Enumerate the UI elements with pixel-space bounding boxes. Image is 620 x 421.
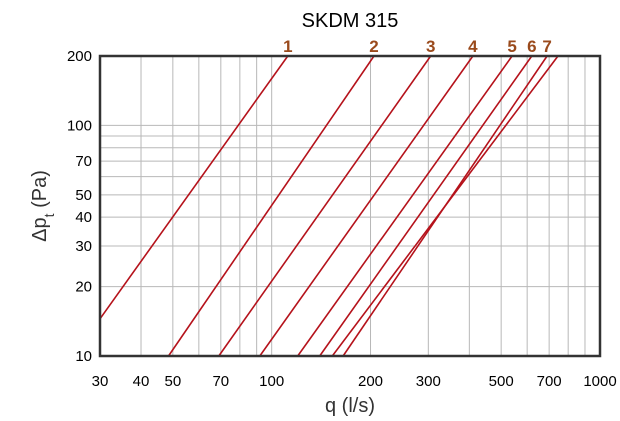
y-tick-labels: 10 20 30 40 50 70 100 200 bbox=[67, 48, 92, 365]
y-tick-label: 200 bbox=[67, 48, 92, 65]
series-line bbox=[297, 55, 513, 357]
y-tick-label: 40 bbox=[75, 209, 92, 226]
curve-label: 4 bbox=[468, 37, 478, 56]
x-tick-label: 1000 bbox=[583, 373, 616, 390]
x-tick-label: 70 bbox=[212, 373, 229, 390]
y-axis-title-unit: (Pa) bbox=[29, 170, 51, 213]
y-axis-title-subscript: t bbox=[41, 213, 57, 217]
y-tick-label: 100 bbox=[67, 117, 92, 134]
series-line bbox=[167, 55, 375, 357]
series-lines bbox=[99, 55, 559, 357]
curve-label: 6 bbox=[527, 37, 536, 56]
y-tick-label: 50 bbox=[75, 187, 92, 204]
y-tick-label: 30 bbox=[75, 238, 92, 255]
series-line bbox=[331, 55, 559, 357]
y-tick-label: 10 bbox=[75, 348, 92, 365]
x-tick-label: 200 bbox=[358, 373, 383, 390]
x-tick-label: 40 bbox=[133, 373, 150, 390]
curve-label: 3 bbox=[426, 37, 435, 56]
x-tick-label: 700 bbox=[537, 373, 562, 390]
x-tick-label: 300 bbox=[416, 373, 441, 390]
chart-title: SKDM 315 bbox=[302, 10, 399, 32]
curve-label: 2 bbox=[369, 37, 378, 56]
curve-label: 5 bbox=[507, 37, 516, 56]
curve-label: 1 bbox=[283, 37, 292, 56]
x-tick-label: 50 bbox=[164, 373, 181, 390]
curve-label: 7 bbox=[542, 37, 551, 56]
x-tick-label: 500 bbox=[489, 373, 514, 390]
x-tick-label: 100 bbox=[259, 373, 284, 390]
y-tick-label: 70 bbox=[75, 153, 92, 170]
series-line bbox=[319, 55, 533, 357]
y-axis-title-main: Δp bbox=[29, 217, 51, 241]
y-tick-label: 20 bbox=[75, 279, 92, 296]
x-tick-labels: 30 40 50 70 100 200 300 500 700 1000 bbox=[92, 373, 617, 390]
series-line bbox=[99, 55, 289, 320]
plot-frame bbox=[98, 54, 602, 358]
series-line bbox=[259, 55, 474, 357]
x-tick-label: 30 bbox=[92, 373, 109, 390]
series-line bbox=[218, 55, 432, 357]
y-axis-title: Δpt (Pa) bbox=[29, 170, 57, 242]
x-axis-title: q (l/s) bbox=[325, 395, 375, 417]
